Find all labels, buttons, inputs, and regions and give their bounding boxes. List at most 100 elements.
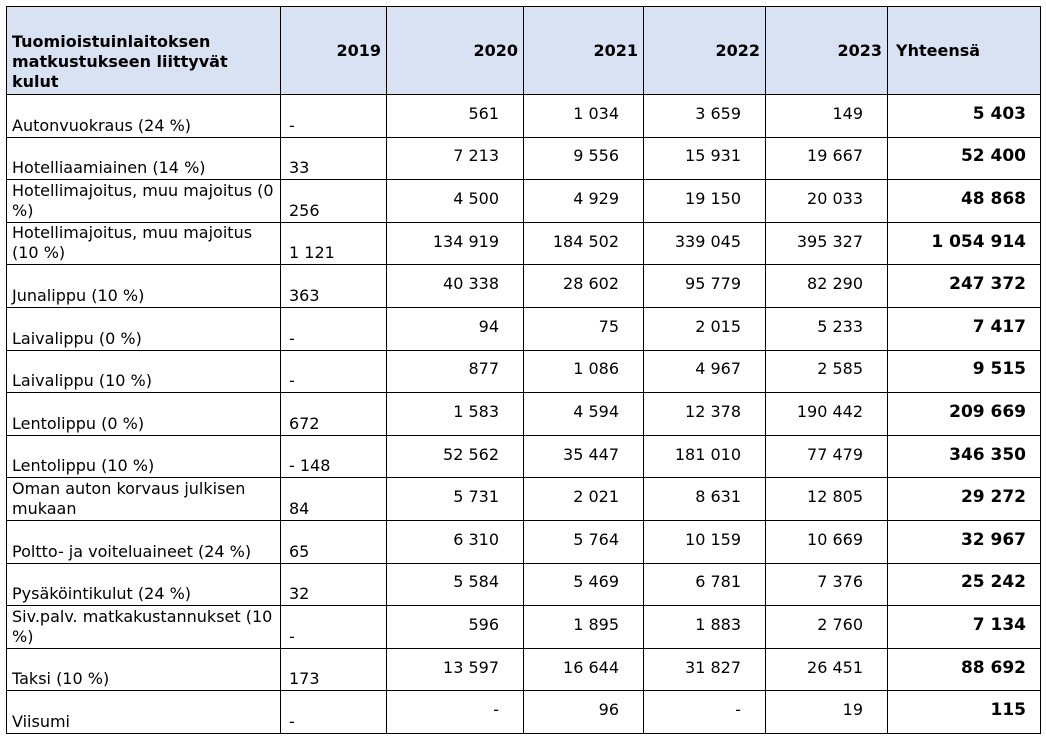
row-label: Autonvuokraus (24 %) [6,94,281,138]
cell-2020: 561 [386,94,524,138]
cell-2021: 4 594 [523,392,644,436]
cell-2019: - [280,94,387,138]
cell-2020: 52 562 [386,434,524,479]
cell-2022: 10 159 [643,519,766,564]
table-row: Autonvuokraus (24 %) -561 1 034 3 659 149 5 4… [6,94,1041,138]
cell-2022: 339 045 [643,221,766,266]
row-label: Laivalippu (0 %) [6,306,281,351]
row-label: Poltto- ja voiteluaineet (24 %) [6,519,281,564]
row-label: Oman auton korvaus julkisen mukaan [6,477,281,521]
row-label: Siv.palv. matkakustannukset (10 %) [6,605,281,649]
cell-total: 7 134 [887,605,1041,649]
cell-total: 115 [887,690,1041,734]
cell-2023: 395 327 [765,221,888,266]
cell-2021: 1 034 [523,94,644,138]
cell-2020: 1 583 [386,392,524,436]
travel-costs-table: Tuomioistuinlaitoksen matkustukseen liit… [6,6,1041,734]
cell-total: 52 400 [887,136,1041,181]
row-label: Hotelliaamiainen (14 %) [6,136,281,181]
cell-2021: 4 929 [523,179,644,223]
cell-2019: 363 [280,264,387,308]
cell-2022: 95 779 [643,264,766,308]
cell-2022: - [643,690,766,734]
cell-2022: 31 827 [643,647,766,692]
row-label: Viisumi [6,690,281,734]
cell-2019: 65 [280,519,387,564]
cell-2020: 6 310 [386,519,524,564]
header-year-2022: 2022 [643,6,766,95]
table-row: Hotelliaamiainen (14 %) 33 7 213 9 556 15 93… [6,136,1041,181]
cell-2019: 32 [280,562,387,607]
cell-2021: 96 [523,690,644,734]
cell-2021: 5 764 [523,519,644,564]
cell-2023: 20 033 [765,179,888,223]
table-header-row: Tuomioistuinlaitoksen matkustukseen liit… [6,6,1041,95]
cell-2023: 10 669 [765,519,888,564]
table-row: Lentolippu (10 %) - 148 52 562 35 447 181 01… [6,434,1041,479]
cell-2020: 5 584 [386,562,524,607]
cell-total: 32 967 [887,519,1041,564]
cell-2023: 26 451 [765,647,888,692]
cell-2022: 19 150 [643,179,766,223]
row-label: Lentolippu (0 %) [6,392,281,436]
cell-total: 5 403 [887,94,1041,138]
row-label: Lentolippu (10 %) [6,434,281,479]
cell-2021: 2 021 [523,477,644,521]
cell-2023: 7 376 [765,562,888,607]
cell-total: 48 868 [887,179,1041,223]
header-total: Yhteensä [887,6,1041,95]
cell-2022: 8 631 [643,477,766,521]
cell-2022: 4 967 [643,349,766,394]
cell-2022: 1 883 [643,605,766,649]
cell-2021: 5 469 [523,562,644,607]
cell-total: 247 372 [887,264,1041,308]
cell-2022: 6 781 [643,562,766,607]
cell-2021: 16 644 [523,647,644,692]
table-row: Viisumi - -96-19 115 [6,690,1041,734]
cell-2020: 13 597 [386,647,524,692]
cell-2021: 1 086 [523,349,644,394]
cell-2021: 9 556 [523,136,644,181]
cell-2019: 672 [280,392,387,436]
cell-2020: 40 338 [386,264,524,308]
cell-total: 25 242 [887,562,1041,607]
cell-2023: 2 585 [765,349,888,394]
header-year-2023: 2023 [765,6,888,95]
cell-2019: 1 121 [280,221,387,266]
cell-2019: - [280,605,387,649]
header-category: Tuomioistuinlaitoksen matkustukseen liit… [6,6,281,95]
cell-total: 29 272 [887,477,1041,521]
cell-2020: 877 [386,349,524,394]
cell-2021: 1 895 [523,605,644,649]
cell-2023: 2 760 [765,605,888,649]
cell-2022: 12 378 [643,392,766,436]
cell-2019: - 148 [280,434,387,479]
cell-2019: 33 [280,136,387,181]
cell-2023: 19 667 [765,136,888,181]
cell-2020: 134 919 [386,221,524,266]
table-row: Lentolippu (0 %) 672 1 583 4 594 12 378 190 4… [6,392,1041,436]
table-row: Pysäköintikulut (24 %) 32 5 584 5 469 6 781 7… [6,562,1041,607]
cell-2020: 7 213 [386,136,524,181]
cell-2019: - [280,349,387,394]
cell-2019: 84 [280,477,387,521]
row-label: Laivalippu (10 %) [6,349,281,394]
table-body: Autonvuokraus (24 %) -561 1 034 3 659 149 5 4… [6,94,1041,734]
table-row: Taksi (10 %) 173 13 597 16 644 31 827 26 451 8… [6,647,1041,692]
cell-total: 9 515 [887,349,1041,394]
cell-2021: 28 602 [523,264,644,308]
cell-2021: 184 502 [523,221,644,266]
header-year-2021: 2021 [523,6,644,95]
table-row: Laivalippu (0 %) -94 75 2 015 5 233 7 417 [6,306,1041,351]
header-year-2020: 2020 [386,6,524,95]
cell-2019: - [280,306,387,351]
header-year-2019: 2019 [280,6,387,95]
cell-2023: 5 233 [765,306,888,351]
cell-2023: 190 442 [765,392,888,436]
cell-2019: 256 [280,179,387,223]
cell-2020: 596 [386,605,524,649]
cell-2020: - [386,690,524,734]
cell-total: 209 669 [887,392,1041,436]
row-label: Pysäköintikulut (24 %) [6,562,281,607]
row-label: Taksi (10 %) [6,647,281,692]
